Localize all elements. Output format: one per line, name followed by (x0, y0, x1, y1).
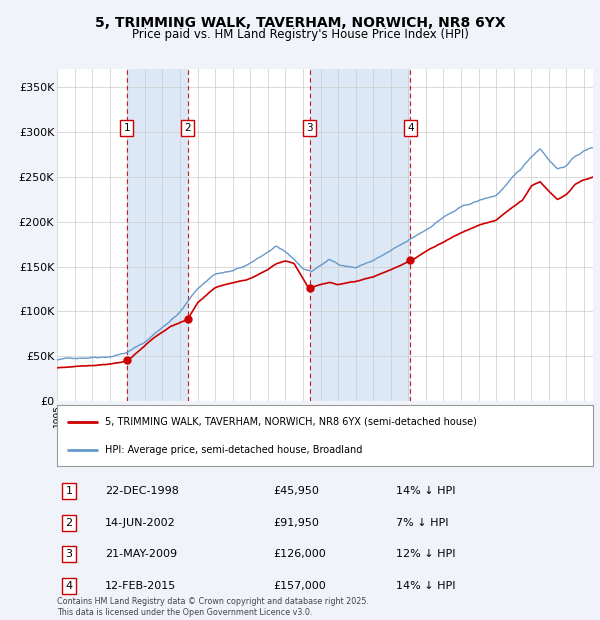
Text: 1: 1 (65, 486, 73, 496)
Text: 4: 4 (65, 581, 73, 591)
Text: Contains HM Land Registry data © Crown copyright and database right 2025.
This d: Contains HM Land Registry data © Crown c… (57, 598, 369, 617)
Text: 3: 3 (65, 549, 73, 559)
Text: 5, TRIMMING WALK, TAVERHAM, NORWICH, NR8 6YX (semi-detached house): 5, TRIMMING WALK, TAVERHAM, NORWICH, NR8… (105, 417, 477, 427)
Text: 3: 3 (307, 123, 313, 133)
Text: HPI: Average price, semi-detached house, Broadland: HPI: Average price, semi-detached house,… (105, 445, 362, 455)
Text: 14-JUN-2002: 14-JUN-2002 (105, 518, 176, 528)
Text: Price paid vs. HM Land Registry's House Price Index (HPI): Price paid vs. HM Land Registry's House … (131, 28, 469, 41)
Bar (310, 69, 410, 401)
Text: 1: 1 (124, 123, 130, 133)
Text: 22-DEC-1998: 22-DEC-1998 (105, 486, 179, 496)
Text: 12-FEB-2015: 12-FEB-2015 (105, 581, 176, 591)
Text: 5, TRIMMING WALK, TAVERHAM, NORWICH, NR8 6YX: 5, TRIMMING WALK, TAVERHAM, NORWICH, NR8… (95, 16, 505, 30)
Text: 21-MAY-2009: 21-MAY-2009 (105, 549, 177, 559)
Text: 14% ↓ HPI: 14% ↓ HPI (396, 486, 455, 496)
Text: 2: 2 (65, 518, 73, 528)
Text: 12% ↓ HPI: 12% ↓ HPI (396, 549, 455, 559)
Bar (127, 69, 188, 401)
Text: 7% ↓ HPI: 7% ↓ HPI (396, 518, 449, 528)
Text: £126,000: £126,000 (273, 549, 326, 559)
Text: £45,950: £45,950 (273, 486, 319, 496)
Text: 2: 2 (185, 123, 191, 133)
Text: £157,000: £157,000 (273, 581, 326, 591)
Text: 4: 4 (407, 123, 414, 133)
Text: 14% ↓ HPI: 14% ↓ HPI (396, 581, 455, 591)
Text: £91,950: £91,950 (273, 518, 319, 528)
